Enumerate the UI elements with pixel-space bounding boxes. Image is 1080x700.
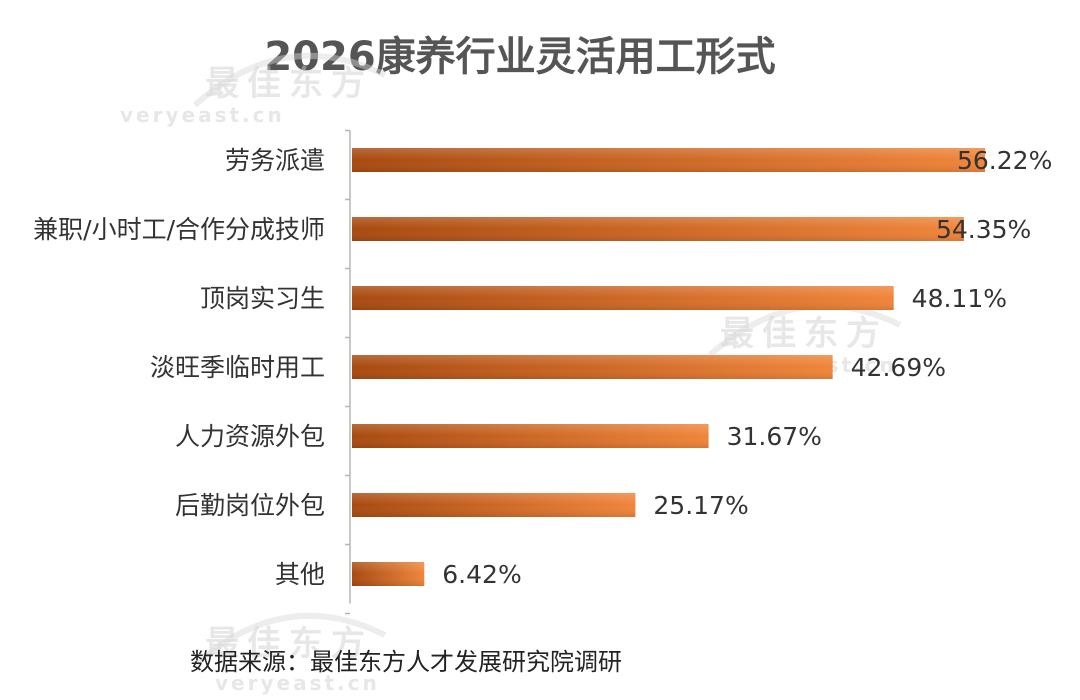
category-label: 顶岗实习生: [200, 284, 325, 313]
bar-shine: [352, 493, 636, 517]
value-label: 56.22%: [957, 146, 1052, 175]
value-labels: 56.22% 54.35% 48.11% 42.69% 31.67% 25.17% 6.42…: [442, 146, 1052, 589]
watermark-swoosh-icon: [193, 52, 387, 108]
category-labels: 劳务派遣兼职/小时工/合作分成技师顶岗实习生淡旺季临时用工人力资源外包后勤岗位外…: [33, 146, 325, 589]
category-label: 后勤岗位外包: [175, 491, 325, 520]
category-label: 兼职/小时工/合作分成技师: [33, 215, 325, 244]
watermark-logo-text: 最佳东方: [205, 64, 373, 104]
category-label: 人力资源外包: [175, 422, 325, 451]
watermark-url-text: veryeast.cn: [120, 103, 285, 127]
chart-title: 2026康养行业灵活用工形式: [264, 34, 775, 80]
bar-shine: [352, 286, 894, 310]
value-label: 31.67%: [727, 422, 822, 451]
watermark-url-text: veryeast.cn: [215, 671, 380, 695]
value-label: 42.69%: [851, 353, 946, 382]
bar-shine: [352, 148, 985, 172]
watermark-swoosh-icon: [193, 612, 387, 668]
bar-shine: [352, 355, 833, 379]
bar-shine: [352, 217, 964, 241]
bar-shine: [352, 562, 425, 586]
bars: [352, 148, 985, 586]
value-label: 25.17%: [653, 491, 748, 520]
category-label: 劳务派遣: [225, 146, 325, 175]
y-axis: [345, 129, 351, 615]
value-label: 54.35%: [936, 215, 1031, 244]
value-label: 6.42%: [442, 560, 521, 589]
value-label: 48.11%: [912, 284, 1007, 313]
watermark-logo-text: 最佳东方: [205, 624, 373, 664]
category-label: 淡旺季临时用工: [150, 353, 325, 382]
source-note: 数据来源：最佳东方人才发展研究院调研: [190, 648, 622, 676]
watermark-logo-text: 最佳东方: [720, 314, 888, 354]
bar-shine: [352, 424, 709, 448]
category-label: 其他: [275, 560, 325, 589]
